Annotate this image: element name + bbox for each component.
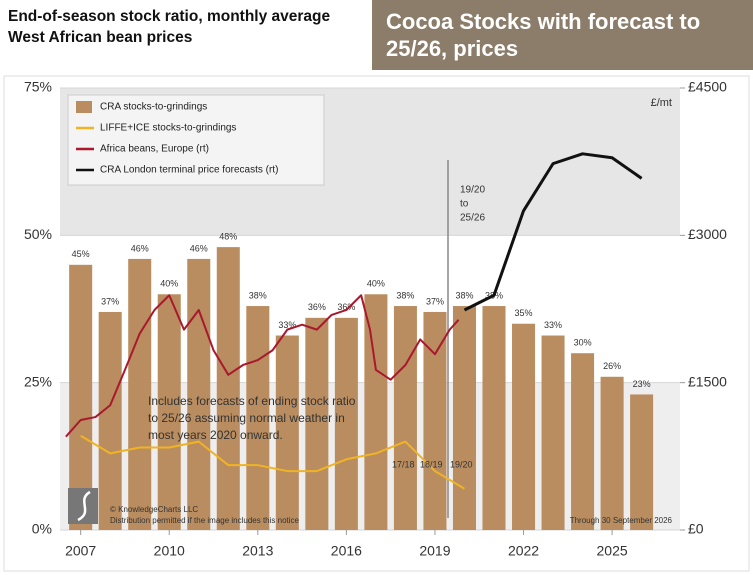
- bar: [128, 258, 152, 530]
- legend-label: CRA stocks-to-grindings: [100, 102, 207, 113]
- bar: [482, 306, 506, 530]
- data-label: 46%: [190, 243, 208, 253]
- data-label: 40%: [160, 279, 178, 289]
- data-label: 26%: [603, 361, 621, 371]
- bar: [275, 335, 299, 530]
- legend-label: LIFFE+ICE stocks-to-grindings: [100, 123, 236, 134]
- data-label: 36%: [337, 302, 355, 312]
- y2-axis-label: £/mt: [651, 97, 672, 109]
- data-label: 23%: [633, 379, 651, 389]
- data-label: 46%: [131, 243, 149, 253]
- bar: [69, 264, 93, 530]
- note: most years 2020 onward.: [148, 428, 283, 442]
- data-label: 33%: [544, 320, 562, 330]
- data-label: 37%: [101, 296, 119, 306]
- data-label: 30%: [574, 338, 592, 348]
- x-tick-label: 2010: [154, 543, 185, 559]
- data-label: 38%: [249, 290, 267, 300]
- data-label: 33%: [278, 320, 296, 330]
- data-label: 38%: [455, 290, 473, 300]
- y-tick-label: 50%: [24, 226, 52, 242]
- y2-tick-label: £3000: [688, 226, 727, 242]
- legend-label: CRA London terminal price forecasts (rt): [100, 165, 278, 176]
- x-tick-label: 2007: [65, 543, 96, 559]
- forecast-label: 19/20: [460, 185, 485, 196]
- frame: [3, 75, 750, 572]
- copyright: Distribution permitted if the image incl…: [110, 516, 300, 525]
- data-label: 35%: [515, 308, 533, 318]
- data-label: 40%: [367, 279, 385, 289]
- season-label: 18/19: [420, 459, 443, 469]
- chart-title: Cocoa Stocks with forecast to 25/26, pri…: [372, 0, 753, 70]
- x-tick-label: 2025: [597, 543, 628, 559]
- line: [65, 294, 460, 438]
- logo-mark: [77, 490, 91, 522]
- note: to 25/26 assuming normal weather in: [148, 411, 345, 425]
- legend-swatch: [76, 101, 92, 113]
- y-tick-label: 25%: [24, 373, 52, 389]
- line: [463, 152, 643, 312]
- y-tick-label: 0%: [32, 521, 52, 537]
- through-note: Through 30 September 2026: [570, 516, 673, 525]
- y2-tick-label: £4500: [688, 79, 727, 95]
- forecast-label: 25/26: [460, 213, 485, 224]
- bar: [452, 306, 476, 530]
- bar: [630, 394, 654, 530]
- x-tick-label: 2016: [331, 543, 362, 559]
- subtitle: End-of-season stock ratio, monthly avera…: [8, 8, 331, 46]
- line: [80, 434, 465, 490]
- bar: [423, 311, 447, 530]
- copyright: © KnowledgeCharts LLC: [110, 505, 198, 514]
- logo: [68, 488, 98, 524]
- note: Includes forecasts of ending stock ratio: [148, 394, 356, 408]
- y2-tick-label: £1500: [688, 373, 727, 389]
- bar: [541, 335, 565, 530]
- season-label: 17/18: [392, 459, 415, 469]
- season-label: 19/20: [450, 459, 473, 469]
- bar: [571, 353, 595, 530]
- data-label: 36%: [308, 302, 326, 312]
- data-label: 48%: [219, 231, 237, 241]
- bar: [393, 306, 417, 530]
- x-tick-label: 2019: [419, 543, 450, 559]
- legend-box: [67, 94, 325, 186]
- forecast-label: to: [460, 199, 469, 210]
- data-label: 37%: [426, 296, 444, 306]
- x-tick-label: 2013: [242, 543, 273, 559]
- bar: [512, 323, 536, 530]
- y2-tick-label: £0: [688, 521, 704, 537]
- y-tick-label: 75%: [24, 79, 52, 95]
- bar: [157, 294, 181, 530]
- bar: [216, 247, 240, 530]
- bar: [305, 317, 329, 530]
- data-label: 45%: [72, 249, 90, 259]
- bar: [334, 317, 358, 530]
- bar: [600, 376, 624, 530]
- bar: [364, 294, 388, 530]
- bar: [98, 311, 122, 530]
- x-tick-label: 2022: [508, 543, 539, 559]
- data-label: 38%: [396, 290, 414, 300]
- legend-label: Africa beans, Europe (rt): [100, 144, 209, 155]
